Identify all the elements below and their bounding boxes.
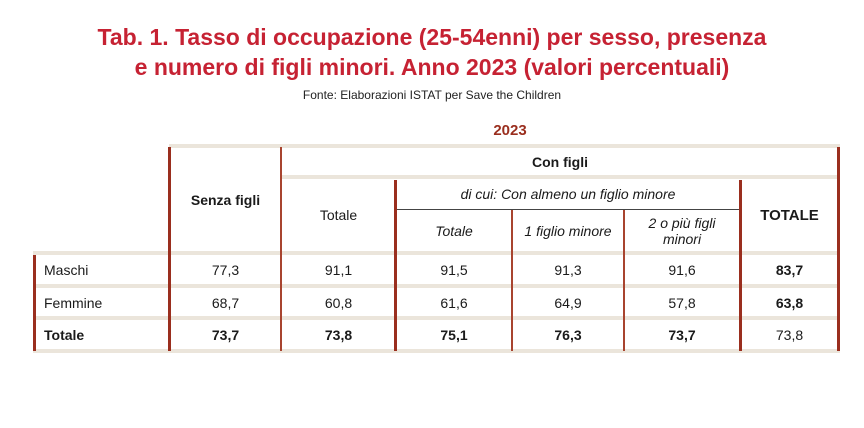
divider	[837, 147, 840, 351]
table-cell: 91,6	[668, 261, 696, 278]
table-cell: 83,7	[775, 261, 804, 278]
rule	[33, 284, 840, 288]
table-cell: 57,8	[668, 294, 696, 311]
divider	[623, 210, 625, 351]
table-cell: 64,9	[554, 294, 582, 311]
year-label: 2023	[493, 122, 527, 139]
divider	[511, 210, 513, 351]
rule	[169, 144, 840, 148]
row-label: Maschi	[44, 261, 89, 278]
title-line-2: e numero di figli minori. Anno 2023 (val…	[134, 54, 730, 80]
table-cell: 63,8	[775, 294, 804, 311]
table-cell: 68,7	[211, 294, 240, 311]
source-note: Fonte: Elaborazioni ISTAT per Save the C…	[302, 88, 562, 102]
divider	[394, 180, 397, 351]
header-1-figlio: 1 figlio minore	[524, 223, 612, 239]
header-di-cui: di cui: Con almeno un figlio minore	[460, 186, 676, 202]
table-cell: 91,1	[324, 261, 353, 278]
divider	[739, 180, 742, 351]
divider	[280, 147, 282, 351]
header-totale: Totale	[319, 207, 358, 223]
table-cell: 73,8	[324, 326, 353, 343]
rule	[395, 209, 740, 210]
rule	[33, 316, 840, 320]
divider	[33, 255, 36, 351]
table-cell: 76,3	[554, 326, 582, 343]
table-cell: 61,6	[440, 294, 468, 311]
header-senza-figli: Senza figli	[190, 191, 261, 208]
header-sub-totale: Totale	[435, 223, 473, 239]
table-cell: 73,8	[775, 326, 804, 343]
table-cell: 91,5	[440, 261, 468, 278]
header-totale-all: TOTALE	[760, 206, 819, 224]
header-2-piu: 2 o più figli minori	[648, 215, 716, 247]
table-cell: 73,7	[668, 326, 696, 343]
row-label: Totale	[44, 326, 85, 343]
table-cell: 60,8	[324, 294, 353, 311]
title-line-1: Tab. 1. Tasso di occupazione (25-54enni)…	[97, 24, 767, 50]
divider	[168, 147, 171, 351]
row-label: Femmine	[44, 294, 103, 311]
rule	[33, 251, 840, 255]
table-cell: 75,1	[440, 326, 468, 343]
header-con-figli: Con figli	[532, 153, 588, 170]
table-cell: 91,3	[554, 261, 582, 278]
rule	[33, 349, 840, 353]
rule	[281, 175, 840, 179]
table-cell: 77,3	[211, 261, 240, 278]
table-cell: 73,7	[211, 326, 240, 343]
